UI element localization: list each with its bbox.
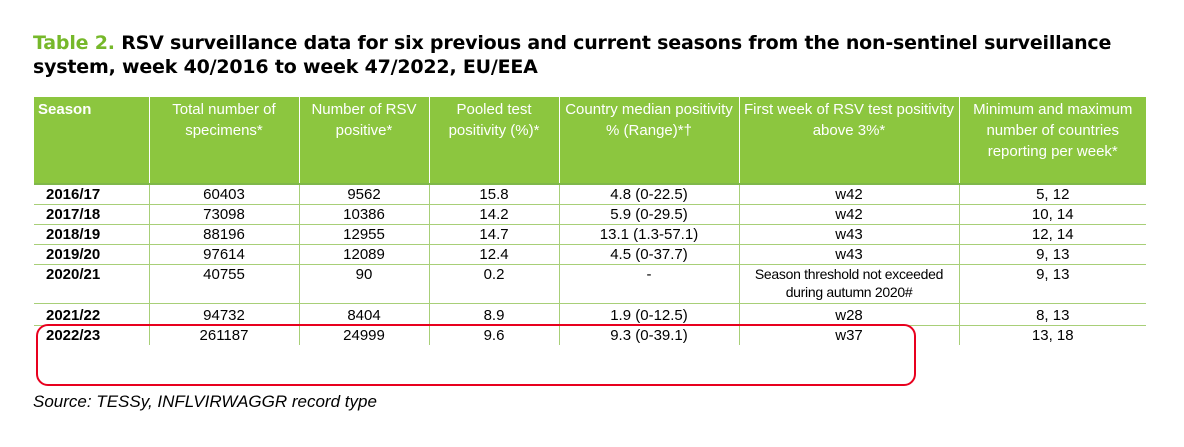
rsv-positive-cell: 24999	[299, 325, 430, 345]
pooled-positivity-cell: 14.7	[429, 224, 560, 245]
countries-reporting-cell: 10, 14	[959, 204, 1146, 225]
table-caption: Table 2. RSV surveillance data for six p…	[33, 31, 1153, 79]
median-positivity-cell: 13.1 (1.3-57.1)	[559, 224, 740, 245]
rsv-positive-cell: 12089	[299, 244, 430, 265]
season-cell: 2019/20	[34, 244, 150, 265]
total-specimens-cell: 73098	[149, 204, 300, 225]
median-positivity-cell: -	[559, 264, 740, 304]
table-row: 2019/20 97614 12089 12.4 4.5 (0-37.7) w4…	[34, 244, 1146, 265]
table-header-row: Season Total number of specimens* Number…	[34, 97, 1146, 184]
header-season: Season	[34, 97, 150, 184]
rsv-positive-cell: 12955	[299, 224, 430, 245]
median-positivity-cell: 1.9 (0-12.5)	[559, 303, 740, 326]
header-rsv-positive: Number of RSV positive*	[299, 97, 430, 184]
header-countries-reporting: Minimum and maximum number of countries …	[959, 97, 1146, 184]
first-week-cell: w28	[739, 303, 960, 326]
pooled-positivity-cell: 8.9	[429, 303, 560, 326]
table-row: 2020/21 40755 90 0.2 - Season threshold …	[34, 264, 1146, 304]
table-caption-label: Table 2.	[33, 32, 115, 54]
table-caption-text: RSV surveillance data for six previous a…	[33, 32, 1112, 78]
median-positivity-cell: 5.9 (0-29.5)	[559, 204, 740, 225]
season-cell: 2021/22	[34, 303, 150, 326]
source-note: Source: TESSy, INFLVIRWAGGR record type	[33, 392, 377, 411]
season-cell: 2017/18	[34, 204, 150, 225]
countries-reporting-cell: 9, 13	[959, 244, 1146, 265]
season-threshold-note: Season threshold not exceeded during aut…	[754, 266, 944, 300]
countries-reporting-cell: 9, 13	[959, 264, 1146, 304]
rsv-positive-cell: 9562	[299, 183, 430, 205]
table-row: 2021/22 94732 8404 8.9 1.9 (0-12.5) w28 …	[34, 303, 1146, 326]
table-row: 2016/17 60403 9562 15.8 4.8 (0-22.5) w42…	[34, 183, 1146, 205]
season-cell: 2016/17	[34, 183, 150, 205]
header-median-positivity: Country median positivity % (Range)*†	[559, 97, 740, 184]
header-pooled-positivity: Pooled test positivity (%)*	[429, 97, 560, 184]
header-total-specimens: Total number of specimens*	[149, 97, 300, 184]
rsv-positive-cell: 10386	[299, 204, 430, 225]
first-week-cell: w43	[739, 224, 960, 245]
countries-reporting-cell: 5, 12	[959, 183, 1146, 205]
total-specimens-cell: 94732	[149, 303, 300, 326]
total-specimens-cell: 97614	[149, 244, 300, 265]
first-week-cell: w42	[739, 183, 960, 205]
table-row: 2018/19 88196 12955 14.7 13.1 (1.3-57.1)…	[34, 224, 1146, 245]
pooled-positivity-cell: 12.4	[429, 244, 560, 265]
header-first-week: First week of RSV test positivity above …	[739, 97, 960, 184]
table-row: 2017/18 73098 10386 14.2 5.9 (0-29.5) w4…	[34, 204, 1146, 225]
first-week-cell: w42	[739, 204, 960, 225]
first-week-cell: w43	[739, 244, 960, 265]
first-week-cell: Season threshold not exceeded during aut…	[739, 264, 960, 304]
table-row: 2022/23 261187 24999 9.6 9.3 (0-39.1) w3…	[34, 325, 1146, 345]
total-specimens-cell: 88196	[149, 224, 300, 245]
countries-reporting-cell: 8, 13	[959, 303, 1146, 326]
pooled-positivity-cell: 0.2	[429, 264, 560, 304]
median-positivity-cell: 4.5 (0-37.7)	[559, 244, 740, 265]
highlight-box	[36, 324, 916, 386]
median-positivity-cell: 4.8 (0-22.5)	[559, 183, 740, 205]
season-cell: 2022/23	[34, 325, 150, 345]
pooled-positivity-cell: 14.2	[429, 204, 560, 225]
pooled-positivity-cell: 15.8	[429, 183, 560, 205]
countries-reporting-cell: 12, 14	[959, 224, 1146, 245]
season-cell: 2020/21	[34, 264, 150, 304]
rsv-surveillance-table: Season Total number of specimens* Number…	[34, 97, 1146, 345]
rsv-positive-cell: 90	[299, 264, 430, 304]
total-specimens-cell: 40755	[149, 264, 300, 304]
rsv-positive-cell: 8404	[299, 303, 430, 326]
season-cell: 2018/19	[34, 224, 150, 245]
countries-reporting-cell: 13, 18	[959, 325, 1146, 345]
total-specimens-cell: 60403	[149, 183, 300, 205]
